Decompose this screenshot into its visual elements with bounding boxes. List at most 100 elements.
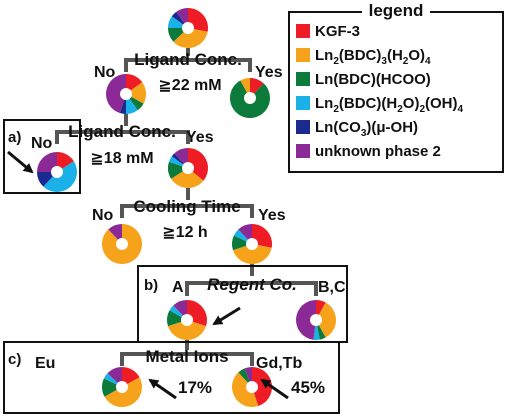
- pie-slice: [171, 168, 204, 188]
- box-b-tag: b): [144, 277, 158, 294]
- legend-item-ln2bdc3: Ln2(BDC)3(H2O)4: [296, 47, 431, 67]
- pie-slice: [168, 161, 188, 179]
- pie-hole: [310, 314, 322, 326]
- pie-charts: [37, 8, 336, 408]
- pie-mi-eu: [101, 367, 143, 408]
- pie-hole: [116, 381, 128, 393]
- pie-slice: [316, 302, 336, 338]
- pie-slice: [105, 74, 126, 114]
- pie-hole: [116, 238, 128, 250]
- legend-label: Ln2(BDC)3(H2O)4: [315, 47, 431, 67]
- arrow-b: [212, 306, 241, 326]
- legend-label: Ln(BDC)(HCOO): [315, 71, 431, 88]
- legend-swatch: [296, 144, 310, 158]
- branch-yes-label: Yes: [255, 64, 283, 81]
- legend-title: legend: [369, 1, 424, 20]
- legend-box: [288, 11, 504, 173]
- branch-no-label: No: [31, 135, 53, 152]
- legend-label: KGF-3: [315, 23, 360, 40]
- pie-top: [168, 8, 209, 49]
- pie-l2-no: [37, 152, 78, 193]
- pie-slice: [295, 300, 316, 340]
- legend: legend KGF-3 Ln2(BDC)3(H2O)4 Ln(BDC)(HCOO)…: [288, 1, 504, 173]
- box-a-tag: a): [8, 129, 21, 146]
- node-ligand-conc-22: No Ligand Conc. ≧22 mM Yes: [94, 50, 283, 94]
- branch-left-label: Eu: [35, 355, 55, 372]
- node-regent-co: b) A Regent Co. B,C: [144, 275, 346, 296]
- pie-slice: [57, 152, 74, 172]
- legend-item-unknown2: unknown phase 2: [296, 143, 441, 160]
- pie-l2-yes: [168, 148, 209, 188]
- pie-slice: [250, 78, 264, 98]
- pie-slice: [232, 244, 272, 264]
- branch-no-label: No: [92, 207, 114, 224]
- pie-mi-gd: [232, 367, 272, 407]
- node-ligand-conc-18: a) No Ligand Conc. ≧18 mM Yes: [8, 122, 214, 167]
- node-cooling-time: No Cooling Time ≧12 h Yes: [92, 197, 286, 241]
- pie-slice: [313, 320, 320, 340]
- pie-slice: [126, 82, 147, 104]
- pie-l1-yes: [229, 78, 271, 118]
- legend-label: unknown phase 2: [315, 143, 441, 160]
- pie-hole: [246, 238, 258, 250]
- pie-slice: [174, 148, 188, 168]
- node-metal-ions: c) Eu Metal Ions Gd,Tb 17% 45%: [8, 347, 325, 397]
- pie-l1-no: [105, 74, 147, 114]
- pie-hole: [182, 22, 194, 34]
- node-title: Metal Ions: [145, 347, 228, 366]
- node-title: Cooling Time: [133, 197, 240, 216]
- node-condition: ≧18 mM: [90, 150, 153, 167]
- pie-slice: [173, 28, 208, 49]
- pie-slice: [168, 28, 188, 42]
- legend-swatch: [296, 72, 310, 86]
- pie-slice: [167, 320, 207, 340]
- branch-right-label: B,C: [318, 279, 346, 296]
- branch-no-label: No: [94, 64, 116, 81]
- pie-hole: [51, 166, 63, 178]
- node-condition: ≧22 mM: [158, 77, 221, 94]
- branch-yes-label: Yes: [258, 207, 286, 224]
- node-title: Ligand Conc.: [68, 122, 176, 141]
- node-title: Regent Co.: [207, 275, 297, 294]
- legend-item-kgf3: KGF-3: [296, 23, 360, 40]
- pie-slice: [238, 224, 252, 244]
- pie-slice: [108, 224, 122, 244]
- pie-slice: [173, 300, 187, 320]
- pie-ct-no: [101, 224, 142, 264]
- legend-label: Ln2(BDC)(H2O)2(OH)4: [315, 95, 464, 115]
- pie-slice: [122, 367, 140, 387]
- branch-left-label: A: [172, 279, 184, 296]
- arrow-a: [7, 150, 34, 174]
- box-c: [3, 341, 340, 414]
- legend-item-ln2bdch2ooh: Ln2(BDC)(H2O)2(OH)4: [296, 95, 464, 115]
- legend-swatch: [296, 120, 310, 134]
- box-c-tag: c): [8, 351, 21, 368]
- arrow-c-eu: [148, 378, 177, 400]
- pie-rc-a: [167, 300, 208, 340]
- pie-hole: [181, 314, 193, 326]
- pie-rc-bc: [295, 300, 336, 340]
- pie-hole: [120, 88, 132, 100]
- pie-slice: [37, 152, 57, 172]
- legend-swatch: [296, 48, 310, 62]
- branch-yes-label: Yes: [186, 129, 214, 146]
- pointer-arrows: [7, 150, 289, 400]
- pie-slice: [101, 378, 122, 397]
- branch-right-label: Gd,Tb: [256, 355, 302, 372]
- node-title: Ligand Conc.: [134, 50, 242, 69]
- pie-slice: [232, 372, 259, 407]
- pie-slice: [107, 367, 122, 387]
- pie-slice: [37, 172, 57, 187]
- pie-hole: [182, 162, 194, 174]
- pie-hole: [246, 381, 258, 393]
- legend-swatch: [296, 96, 310, 110]
- pie-slice: [232, 235, 252, 251]
- percent-gd-tb: 45%: [291, 378, 325, 397]
- pie-slice: [188, 148, 209, 181]
- pie-ct-yes: [232, 224, 273, 264]
- legend-item-lnbdchcoo: Ln(BDC)(HCOO): [296, 71, 431, 88]
- pie-hole: [244, 92, 256, 104]
- tree-connectors: [55, 48, 318, 366]
- pie-slice: [126, 74, 143, 94]
